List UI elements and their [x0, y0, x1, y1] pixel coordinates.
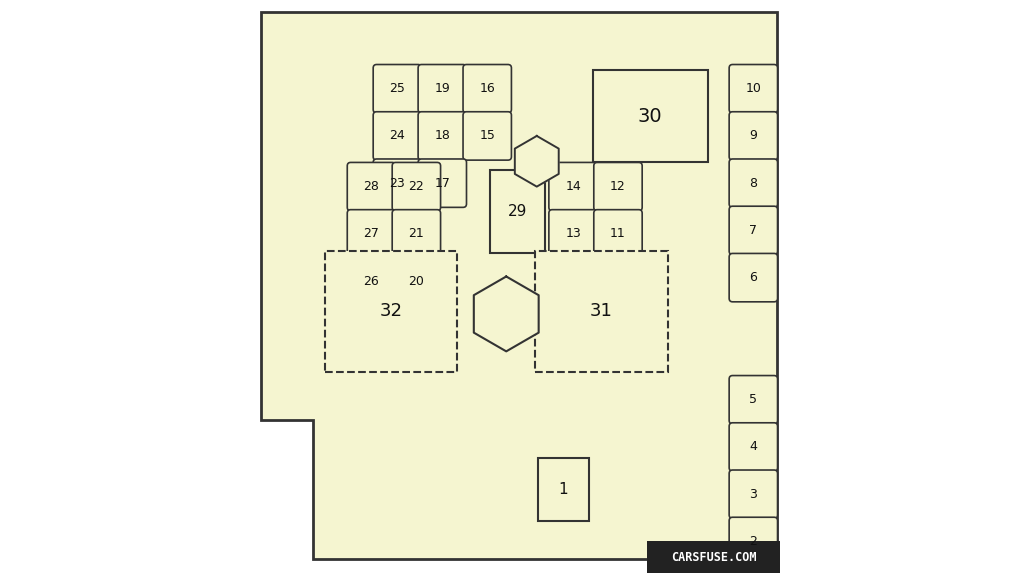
Bar: [535, 251, 668, 372]
Text: 8: 8: [750, 177, 758, 190]
FancyBboxPatch shape: [347, 162, 395, 211]
Text: 23: 23: [389, 177, 406, 190]
Text: 1: 1: [558, 482, 568, 497]
FancyBboxPatch shape: [418, 159, 467, 207]
FancyBboxPatch shape: [418, 112, 467, 160]
Text: 26: 26: [364, 275, 379, 287]
FancyBboxPatch shape: [729, 112, 777, 160]
Text: 30: 30: [638, 107, 663, 126]
Text: 15: 15: [479, 130, 496, 142]
Text: 4: 4: [750, 441, 758, 453]
FancyBboxPatch shape: [392, 162, 440, 211]
FancyBboxPatch shape: [594, 162, 642, 211]
Text: 18: 18: [434, 130, 451, 142]
FancyBboxPatch shape: [729, 253, 777, 302]
Bar: [325, 251, 458, 372]
FancyBboxPatch shape: [392, 210, 440, 258]
FancyBboxPatch shape: [373, 65, 422, 113]
Bar: [593, 70, 708, 162]
Text: 11: 11: [610, 228, 626, 240]
Text: 10: 10: [745, 82, 761, 95]
Text: 31: 31: [590, 302, 612, 320]
Text: 17: 17: [434, 177, 451, 190]
Text: 3: 3: [750, 488, 758, 501]
FancyBboxPatch shape: [729, 206, 777, 255]
FancyBboxPatch shape: [463, 112, 511, 160]
Text: 5: 5: [750, 393, 758, 406]
FancyBboxPatch shape: [392, 257, 440, 305]
FancyBboxPatch shape: [729, 376, 777, 424]
Text: 21: 21: [409, 228, 424, 240]
FancyBboxPatch shape: [463, 65, 511, 113]
Text: 28: 28: [364, 180, 380, 193]
FancyBboxPatch shape: [373, 112, 422, 160]
Polygon shape: [261, 12, 777, 559]
Text: 22: 22: [409, 180, 424, 193]
FancyBboxPatch shape: [729, 470, 777, 518]
Bar: [490, 170, 545, 253]
FancyBboxPatch shape: [418, 65, 467, 113]
Text: 27: 27: [364, 228, 380, 240]
Text: 12: 12: [610, 180, 626, 193]
Polygon shape: [474, 276, 539, 351]
FancyBboxPatch shape: [373, 159, 422, 207]
Text: CARSFUSE.COM: CARSFUSE.COM: [671, 551, 757, 564]
Text: 16: 16: [479, 82, 496, 95]
FancyBboxPatch shape: [549, 162, 597, 211]
Text: 25: 25: [389, 82, 406, 95]
Text: 29: 29: [508, 204, 527, 219]
FancyBboxPatch shape: [729, 65, 777, 113]
Text: 2: 2: [750, 535, 758, 548]
Text: 32: 32: [380, 302, 402, 320]
Text: 9: 9: [750, 130, 758, 142]
Text: 13: 13: [565, 228, 581, 240]
FancyBboxPatch shape: [347, 257, 395, 305]
FancyBboxPatch shape: [729, 159, 777, 207]
Text: 20: 20: [409, 275, 424, 287]
Text: 24: 24: [389, 130, 406, 142]
Text: 14: 14: [565, 180, 581, 193]
FancyBboxPatch shape: [729, 517, 777, 566]
Text: 19: 19: [434, 82, 451, 95]
FancyBboxPatch shape: [347, 210, 395, 258]
FancyBboxPatch shape: [729, 423, 777, 471]
Bar: [538, 458, 589, 521]
Polygon shape: [515, 136, 559, 187]
Bar: [647, 541, 780, 573]
Text: 7: 7: [750, 224, 758, 237]
Text: 6: 6: [750, 271, 758, 284]
FancyBboxPatch shape: [549, 210, 597, 258]
FancyBboxPatch shape: [594, 210, 642, 258]
